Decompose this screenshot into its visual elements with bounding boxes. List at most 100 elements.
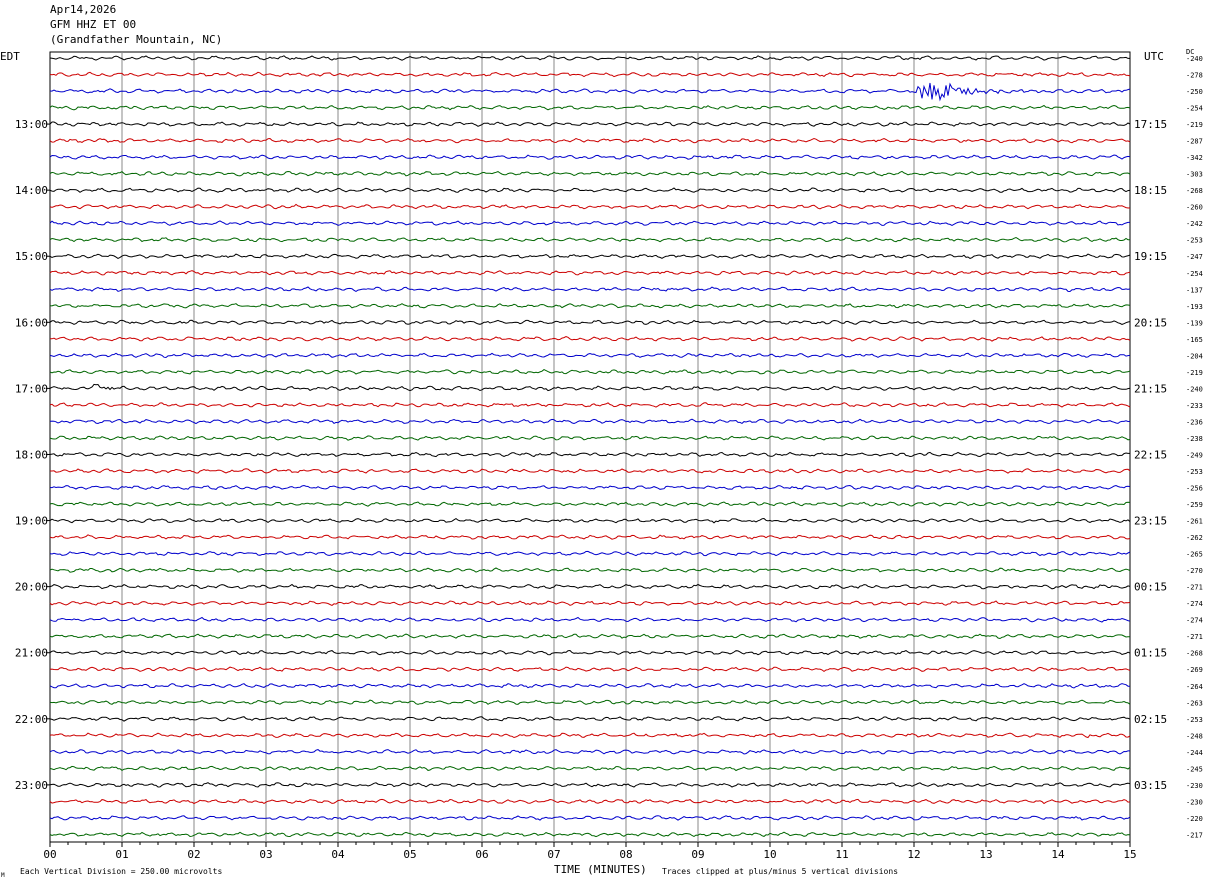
dc-offset-label: -233 — [1186, 402, 1203, 410]
trace-row — [49, 418, 1131, 425]
dc-offset-label: -253 — [1186, 716, 1203, 724]
trace-row — [50, 336, 1131, 342]
trace-row — [49, 71, 1131, 78]
trace-row — [49, 352, 1131, 359]
trace-row — [49, 402, 1131, 408]
trace-row — [49, 220, 1130, 226]
trace-row — [49, 319, 1131, 325]
dc-offset-label: -303 — [1186, 171, 1203, 179]
dc-offset-label: -270 — [1186, 567, 1203, 575]
header-location: (Grandfather Mountain, NC) — [50, 33, 223, 46]
x-tick-label: 11 — [835, 848, 848, 861]
dc-offset-label: -274 — [1186, 600, 1203, 608]
trace-row — [49, 203, 1131, 210]
right-hour-label: 22:15 — [1134, 448, 1167, 461]
dc-offset-label: -268 — [1186, 650, 1203, 658]
right-hour-label: 19:15 — [1134, 250, 1167, 263]
trace-row — [49, 716, 1131, 722]
right-hour-label: 17:15 — [1134, 118, 1167, 131]
x-tick-label: 15 — [1123, 848, 1136, 861]
dc-offset-label: -137 — [1186, 286, 1203, 294]
trace-row — [49, 567, 1131, 573]
right-hour-label: 01:15 — [1134, 647, 1167, 660]
trace-row — [49, 831, 1131, 838]
dc-offset-label: -238 — [1186, 435, 1203, 443]
dc-offset-label: -254 — [1186, 105, 1203, 113]
x-tick-label: 08 — [619, 848, 632, 861]
dc-offset-label: -217 — [1186, 831, 1203, 839]
trace-row — [49, 435, 1131, 441]
dc-offset-label: -230 — [1186, 782, 1203, 790]
dc-offset-label: -250 — [1186, 88, 1203, 96]
clip-note: Traces clipped at plus/minus 5 vertical … — [662, 867, 899, 876]
x-tick-label: 14 — [1051, 848, 1065, 861]
dc-offset-label: -265 — [1186, 551, 1203, 559]
x-tick-label: 12 — [907, 848, 920, 861]
dc-offset-label: -240 — [1186, 385, 1203, 393]
trace-row — [49, 501, 1131, 507]
trace-row — [49, 517, 1131, 524]
trace-row — [49, 683, 1130, 689]
dc-offset-label: -271 — [1186, 584, 1203, 592]
trace-row — [49, 286, 1131, 293]
plot-frame — [49, 51, 1131, 843]
trace-row — [49, 782, 1131, 788]
trace-row — [49, 383, 1131, 392]
trace-row — [49, 55, 1130, 61]
left-hour-label: 14:00 — [15, 184, 48, 197]
dc-offset-label: -249 — [1186, 451, 1203, 459]
dc-offset-label: -259 — [1186, 501, 1203, 509]
trace-row — [49, 732, 1131, 739]
right-hour-label: 21:15 — [1134, 382, 1167, 395]
trace-row — [49, 137, 1131, 144]
dc-offset-label: -264 — [1186, 683, 1203, 691]
dc-offset-label: -220 — [1186, 815, 1203, 823]
x-tick-label: 02 — [187, 848, 200, 861]
dc-offset-label: -263 — [1186, 699, 1203, 707]
dc-offset-label: -268 — [1186, 187, 1203, 195]
dc-offset-label: -230 — [1186, 798, 1203, 806]
trace-row — [49, 154, 1131, 160]
trace-row — [49, 170, 1131, 177]
dc-offset-label: -256 — [1186, 485, 1203, 493]
dc-offset-label: -269 — [1186, 666, 1203, 674]
dc-offset-label: -261 — [1186, 518, 1203, 526]
trace-row — [49, 253, 1131, 259]
dc-offset-label: -271 — [1186, 633, 1203, 641]
left-hour-label: 23:00 — [15, 779, 48, 792]
right-hour-label: 00:15 — [1134, 581, 1167, 594]
left-hour-label: 16:00 — [15, 316, 48, 329]
trace-row — [49, 616, 1131, 623]
header-date: Apr14,2026 — [50, 3, 117, 16]
right-hour-label: 23:15 — [1134, 515, 1167, 528]
trace-row — [49, 451, 1130, 458]
trace-row — [49, 534, 1131, 540]
header-station: GFM HHZ ET 00 — [50, 18, 137, 31]
x-tick-label: 01 — [115, 848, 128, 861]
left-hour-label: 22:00 — [15, 713, 48, 726]
trace-row — [49, 121, 1131, 127]
left-hour-label: 19:00 — [15, 515, 48, 528]
dc-offset-label: -260 — [1186, 204, 1203, 212]
trace-row — [49, 633, 1131, 640]
x-tick-label: 09 — [691, 848, 704, 861]
dc-offset-label: -274 — [1186, 617, 1203, 625]
left-hour-label: 13:00 — [15, 118, 48, 131]
dc-offset-label: -193 — [1186, 303, 1203, 311]
left-hour-label: 17:00 — [15, 382, 48, 395]
dc-offset-label: -248 — [1186, 732, 1203, 740]
dc-offset-label: -262 — [1186, 534, 1203, 542]
dc-offset-label: -236 — [1186, 418, 1203, 426]
scale-note: Each Vertical Division = 250.00 microvol… — [20, 867, 223, 876]
dc-offset-label: -242 — [1186, 220, 1203, 228]
trace-row — [49, 550, 1131, 557]
trace-row — [49, 699, 1131, 705]
x-tick-label: 06 — [475, 848, 488, 861]
left-hour-label: 18:00 — [15, 448, 48, 461]
x-axis-title: TIME (MINUTES) — [554, 863, 647, 876]
left-hour-label: 15:00 — [15, 250, 48, 263]
dc-offset-label: -245 — [1186, 765, 1203, 773]
right-hour-label: 18:15 — [1134, 184, 1167, 197]
trace-row — [49, 187, 1131, 193]
